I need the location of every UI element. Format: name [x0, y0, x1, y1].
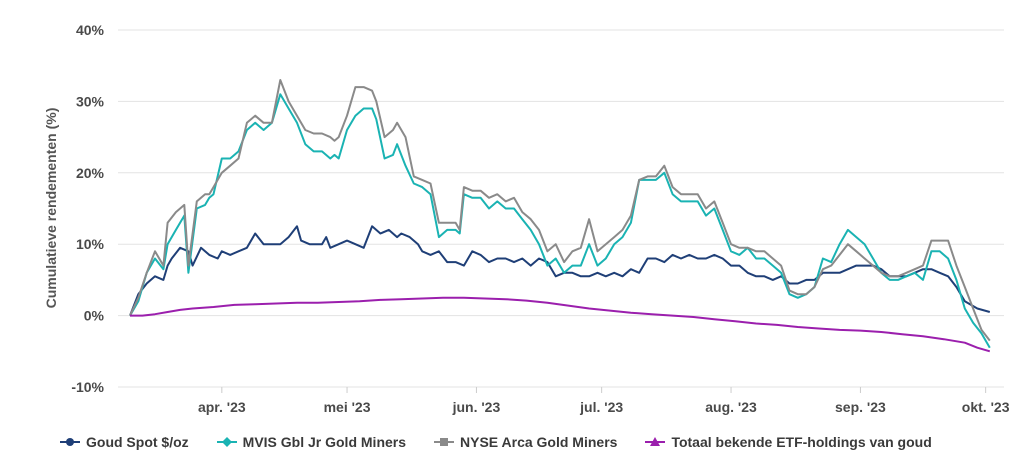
series-line-1	[129, 225, 991, 316]
square-marker-icon	[434, 438, 455, 446]
y-axis-ticks: 40% 30% 20% 10% 0% -10%	[71, 22, 104, 395]
series-lines	[129, 79, 991, 353]
legend-label: Goud Spot $/oz	[86, 434, 189, 450]
y-tick-label: -10%	[71, 379, 104, 395]
line-chart: 40% 30% 20% 10% 0% -10% apr. '23 mei '23 jun. '…	[43, 22, 1010, 415]
circle-marker-icon	[60, 438, 80, 446]
x-tick-label: jun. '23	[452, 399, 501, 415]
triangle-marker-icon	[645, 437, 666, 446]
legend-label: NYSE Arca Gold Miners	[460, 434, 618, 450]
y-tick-label: 40%	[76, 22, 105, 38]
x-tick-label: mei '23	[324, 399, 371, 415]
y-axis-label: Cumulatieve rendementen (%)	[43, 108, 59, 309]
x-tick-label: apr. '23	[198, 399, 246, 415]
y-tick-label: 10%	[76, 236, 105, 252]
chart-legend: Goud Spot $/oz MVIS Gbl Jr Gold Miners NYS…	[60, 434, 932, 450]
legend-label: Totaal bekende ETF-holdings van goud	[671, 434, 932, 450]
series-line-3	[129, 79, 991, 342]
x-tick-label: okt. '23	[962, 399, 1010, 415]
legend-item-1: Goud Spot $/oz	[60, 434, 189, 450]
grid-lines	[118, 29, 1004, 388]
legend-label: MVIS Gbl Jr Gold Miners	[242, 434, 407, 450]
legend-item-2: MVIS Gbl Jr Gold Miners	[216, 434, 407, 450]
y-tick-label: 20%	[76, 165, 105, 181]
x-tick-label: jul. '23	[579, 399, 623, 415]
series-line-4	[130, 296, 991, 353]
x-tick-label: aug. '23	[705, 399, 757, 415]
x-tick-label: sep. '23	[835, 399, 886, 415]
legend-item-3: NYSE Arca Gold Miners	[434, 434, 617, 450]
y-tick-label: 0%	[84, 308, 105, 324]
diamond-marker-icon	[216, 437, 237, 447]
legend-item-4: Totaal bekende ETF-holdings van goud	[645, 434, 932, 450]
x-axis-ticks: apr. '23 mei '23 jun. '23 jul. '23 aug. '23 s…	[198, 387, 1010, 415]
series-line-2	[129, 93, 991, 349]
y-tick-label: 30%	[76, 93, 105, 109]
